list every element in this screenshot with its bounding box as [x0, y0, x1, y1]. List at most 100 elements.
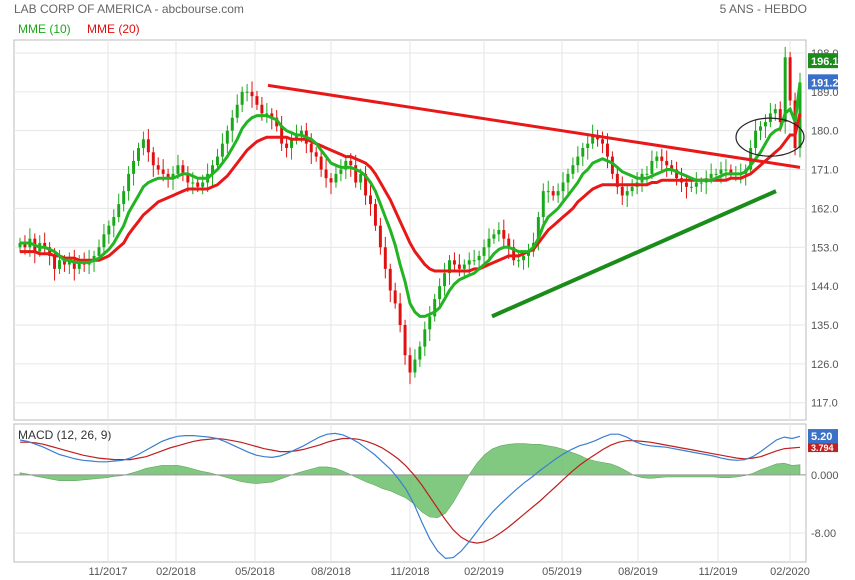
candle-body — [541, 191, 545, 218]
support-trendline — [491, 189, 777, 319]
candle-body — [413, 359, 417, 373]
candle-body — [571, 165, 575, 174]
candle-body — [527, 251, 530, 256]
candle-body — [260, 104, 264, 114]
last-price-value: 196.1 — [811, 56, 839, 68]
candle-body — [294, 135, 298, 140]
candle-body — [23, 242, 27, 248]
candle-body — [48, 247, 52, 256]
candle-body — [344, 160, 348, 170]
candle-body — [517, 260, 521, 262]
candle-body — [546, 191, 550, 193]
candle-body — [250, 91, 254, 97]
candle-body — [566, 173, 570, 183]
signal-value-tag — [808, 443, 838, 453]
mme20-line — [20, 113, 802, 273]
legend-mme20: MME (20) — [87, 22, 140, 36]
candle-body — [220, 143, 224, 157]
legend-mme10: MME (10) — [18, 22, 71, 36]
y-tick-label: 180.0 — [811, 126, 839, 138]
candle-body — [428, 316, 432, 330]
period-label: 5 ANS - HEBDO — [719, 2, 807, 16]
candle-body — [576, 156, 580, 166]
candle-body — [378, 225, 382, 248]
highlight-circle — [735, 117, 805, 157]
candle-body — [630, 186, 634, 192]
candle-body — [551, 191, 555, 196]
candle-body — [650, 160, 654, 174]
candle-body — [186, 173, 190, 183]
candle-body — [763, 122, 767, 127]
candle-body — [591, 135, 595, 144]
y-tick-label: 189.0 — [811, 87, 839, 99]
candle-body — [349, 160, 353, 166]
candle-body — [329, 178, 333, 183]
candle-body — [694, 182, 698, 187]
candle-body — [141, 139, 145, 148]
candle-body — [433, 299, 437, 317]
candle-body — [620, 186, 624, 196]
candle-body — [403, 325, 407, 356]
x-tick-label: 02/2019 — [464, 566, 504, 578]
candle-body — [181, 165, 185, 174]
candle-body — [196, 182, 200, 187]
candle-body — [339, 169, 343, 174]
candle-body — [393, 290, 397, 304]
candle-body — [536, 217, 540, 243]
y-tick-label: 117.0 — [811, 398, 838, 410]
candle-body — [77, 260, 81, 269]
candle-body — [388, 268, 392, 291]
candle-body — [255, 96, 259, 105]
candle-body — [423, 329, 427, 347]
candle-body — [117, 204, 121, 218]
macd-value-tag — [808, 429, 838, 444]
candle-body — [112, 217, 116, 226]
candle-body — [97, 247, 101, 256]
x-tick-label: 08/2018 — [311, 566, 351, 578]
candle-body — [472, 260, 476, 262]
y-tick-label: 162.0 — [811, 203, 839, 215]
x-tick-label: 08/2019 — [618, 566, 658, 578]
candle-body — [137, 147, 140, 161]
candle-body — [171, 173, 175, 179]
candle-body — [492, 234, 496, 239]
macd-value: 5.20 — [811, 431, 832, 443]
candle-body — [359, 173, 363, 183]
candle-body — [354, 165, 358, 183]
candle-body — [689, 186, 693, 188]
candle-body — [477, 255, 481, 261]
candle-body — [665, 160, 669, 166]
candle-body — [714, 173, 718, 175]
candle-body — [191, 182, 195, 184]
candle-body — [92, 255, 96, 261]
last-price-tag — [808, 53, 838, 69]
candle-body — [166, 173, 170, 179]
candle-body — [245, 91, 249, 93]
candle-body — [670, 165, 674, 170]
candle-body — [122, 191, 126, 205]
candle-body — [240, 91, 244, 105]
x-tick-label: 11/2019 — [699, 566, 738, 578]
candle-body — [62, 260, 66, 265]
candle-body — [487, 238, 491, 248]
x-tick-label: 05/2018 — [235, 566, 275, 578]
candle-body — [309, 143, 313, 153]
candle-body — [586, 143, 590, 148]
candle-body — [280, 126, 284, 144]
candle-body — [773, 109, 777, 114]
candle-body — [299, 130, 303, 135]
candle-body — [211, 165, 215, 174]
x-tick-label: 05/2019 — [542, 566, 582, 578]
candle-body — [398, 303, 402, 325]
candle-body — [660, 156, 664, 161]
macd-tick-label: 0.000 — [811, 470, 839, 482]
candle-body — [462, 264, 466, 269]
candle-body — [522, 255, 526, 261]
candle-body — [314, 152, 318, 157]
candle-body — [512, 247, 516, 261]
y-tick-label: 144.0 — [811, 281, 839, 293]
candle-body — [151, 152, 155, 166]
candle-body — [265, 113, 269, 115]
x-tick-label: 02/2020 — [770, 566, 810, 578]
candle-body — [176, 165, 180, 174]
